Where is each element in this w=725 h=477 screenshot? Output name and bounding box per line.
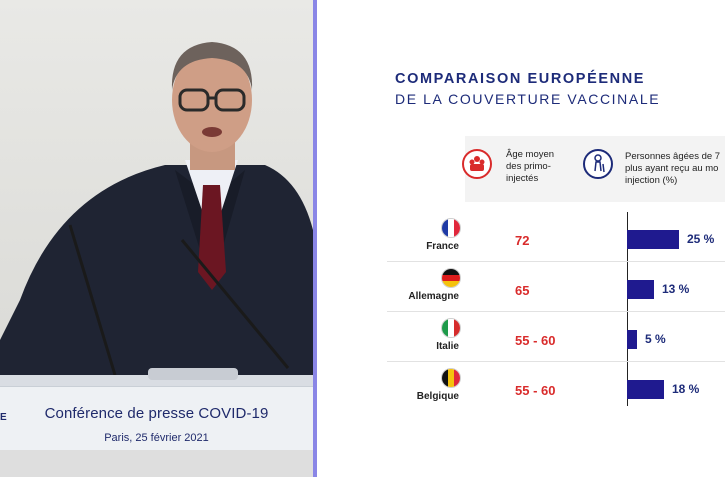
flag-stripe bbox=[442, 269, 460, 275]
col-age-header-line2: des primo- bbox=[506, 161, 551, 172]
bar-axis bbox=[627, 212, 628, 406]
italy-flag-icon bbox=[441, 318, 461, 338]
country-label: France bbox=[426, 241, 459, 252]
pct-label: 5 % bbox=[645, 332, 666, 346]
pct-label: 25 % bbox=[687, 232, 715, 246]
pct-bar bbox=[627, 230, 679, 249]
crowd-icon bbox=[462, 149, 492, 179]
flag-stripe bbox=[448, 219, 454, 237]
belgium-flag-icon bbox=[441, 368, 461, 388]
slide-title: COMPARAISON EUROPÉENNE bbox=[395, 71, 646, 87]
age-value: 55 - 60 bbox=[515, 383, 556, 398]
podium-subtitle: Paris, 25 février 2021 bbox=[104, 432, 209, 444]
france-flag-icon bbox=[441, 218, 461, 238]
podium-edge-text: E bbox=[0, 412, 7, 423]
flag-stripe bbox=[442, 319, 448, 337]
country-label: Belgique bbox=[416, 391, 459, 402]
podium-sign: Conférence de presse COVID-19 Paris, 25 … bbox=[0, 386, 313, 451]
pct-label: 18 % bbox=[672, 382, 700, 396]
age-value: 72 bbox=[515, 233, 530, 248]
country-label: Allemagne bbox=[408, 291, 459, 302]
pct-bar bbox=[627, 280, 654, 299]
video-panel: Conférence de presse COVID-19 Paris, 25 … bbox=[0, 0, 313, 477]
flag-stripe bbox=[454, 319, 460, 337]
row-separator bbox=[387, 361, 725, 362]
flag-stripe bbox=[442, 275, 460, 281]
elderly-person-icon bbox=[583, 149, 613, 179]
flag-stripe bbox=[442, 369, 448, 387]
age-value: 65 bbox=[515, 283, 530, 298]
podium-title: Conférence de presse COVID-19 bbox=[44, 405, 269, 422]
row-separator bbox=[387, 261, 725, 262]
flag-stripe bbox=[448, 319, 454, 337]
pct-label: 13 % bbox=[662, 282, 690, 296]
pct-bar bbox=[627, 380, 664, 399]
col-age-header-line3: injectés bbox=[506, 173, 539, 184]
panel-divider bbox=[313, 0, 317, 477]
age-value: 55 - 60 bbox=[515, 333, 556, 348]
flag-stripe bbox=[454, 219, 460, 237]
col-pct-header-line2: plus ayant reçu au mo bbox=[625, 163, 719, 174]
col-pct-header-line1: Personnes âgées de 7 bbox=[625, 151, 721, 162]
country-label: Italie bbox=[436, 341, 459, 352]
slide-subtitle: DE LA COUVERTURE VACCINALE bbox=[395, 91, 661, 107]
col-pct-header-line3: injection (%) bbox=[625, 175, 678, 186]
slide-panel: COMPARAISON EUROPÉENNE DE LA COUVERTURE … bbox=[317, 0, 725, 477]
germany-flag-icon bbox=[441, 268, 461, 288]
pct-bar bbox=[627, 330, 637, 349]
row-separator bbox=[387, 311, 725, 312]
flag-stripe bbox=[448, 369, 454, 387]
podium-base bbox=[0, 450, 313, 477]
col-age-header-line1: Âge moyen bbox=[506, 149, 555, 160]
flag-stripe bbox=[442, 281, 460, 287]
speaker-video bbox=[0, 0, 313, 477]
flag-stripe bbox=[454, 369, 460, 387]
flag-stripe bbox=[442, 219, 448, 237]
